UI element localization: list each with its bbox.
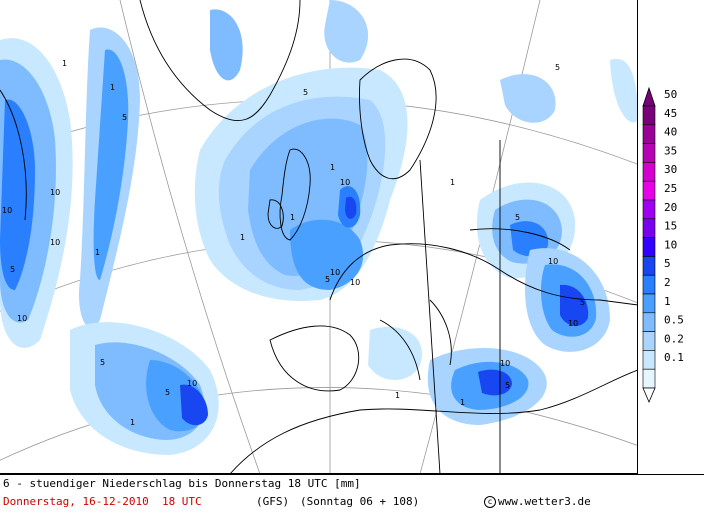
legend-label: 5 [664, 257, 671, 270]
precip-area-turkey-10 [560, 284, 589, 326]
contour-label: 10 [500, 359, 510, 368]
precip-area-med-10 [478, 369, 512, 396]
map-footer: 6 - stuendiger Niederschlag bis Donnerst… [0, 474, 704, 513]
precip-area-band-2 [93, 49, 129, 280]
legend-swatch [642, 180, 656, 201]
legend-label: 0.2 [664, 332, 684, 345]
legend-swatch [642, 256, 656, 276]
contour-label: 10 [17, 314, 27, 323]
contour-label: 1 [330, 163, 335, 172]
legend-swatch [642, 218, 656, 238]
precipitation-map: 1 1 1 1 1 1 1 1 1 1 5 5 5 5 5 5 5 5 5 5 … [0, 0, 638, 474]
legend-label: 35 [664, 144, 677, 157]
legend-label: 30 [664, 163, 677, 176]
contour-label: 5 [555, 63, 560, 72]
contour-label: 1 [95, 248, 100, 257]
precipitation-areas [0, 0, 637, 455]
legend-swatch [642, 331, 656, 351]
copyright-url: www.wetter3.de [498, 495, 591, 508]
contour-label: 5 [580, 298, 585, 307]
contour-label: 10 [330, 268, 340, 277]
legend-swatch [642, 368, 656, 389]
precip-area-north-russia [500, 74, 556, 123]
copyright-icon: c [484, 496, 496, 508]
contour-label: 10 [568, 319, 578, 328]
contour-label: 1 [460, 398, 465, 407]
legend-swatch [642, 312, 656, 332]
contour-label: 1 [130, 418, 135, 427]
legend-label: 45 [664, 107, 677, 120]
legend-swatch [642, 143, 656, 163]
precip-area-far-east [610, 58, 637, 123]
contour-label: 5 [505, 381, 510, 390]
contour-label: 1 [62, 59, 67, 68]
legend-swatch [642, 105, 656, 126]
copyright-notice: c www.wetter3.de [484, 495, 591, 508]
contour-label: 10 [340, 178, 350, 187]
legend-swatch [642, 350, 656, 370]
precip-area-iceland [324, 0, 369, 63]
contour-label: 1 [240, 233, 245, 242]
legend-swatch [642, 274, 656, 295]
contour-label: 5 [325, 275, 330, 284]
precip-area-sw-10 [180, 384, 208, 426]
legend-label: 1 [664, 295, 671, 308]
contour-label: 1 [395, 391, 400, 400]
contour-label: 10 [50, 188, 60, 197]
contour-label: 5 [515, 213, 520, 222]
contour-label: 10 [548, 257, 558, 266]
legend-panel: 50 45 40 35 30 25 20 15 10 5 2 1 0.5 0.2 0.1 [638, 0, 704, 474]
contour-label: 10 [2, 206, 12, 215]
legend-label: 0.5 [664, 314, 684, 327]
legend-swatch [642, 162, 656, 182]
contour-label: 5 [100, 358, 105, 367]
legend-label: 0.1 [664, 351, 684, 364]
contour-label: 1 [110, 83, 115, 92]
contour-label: 10 [50, 238, 60, 247]
map-caption: 6 - stuendiger Niederschlag bis Donnerst… [3, 477, 361, 490]
legend-swatch [642, 124, 656, 144]
model-run: (Sonntag 06 + 108) [300, 495, 420, 508]
contour-label: 1 [290, 213, 295, 222]
contour-label: 5 [10, 265, 15, 274]
legend-arrow-bottom [642, 387, 656, 404]
precip-area-northsea-10 [345, 196, 357, 219]
model-name: (GFS) [256, 495, 290, 508]
legend-swatch [642, 199, 656, 220]
legend-label: 15 [664, 220, 677, 233]
legend-label: 2 [664, 276, 671, 289]
legend-swatch [642, 293, 656, 314]
contour-label: 5 [122, 113, 127, 122]
precip-area-med-west [368, 326, 422, 380]
coastlines [0, 0, 637, 473]
legend-label: 20 [664, 201, 677, 214]
precip-area-greenland [210, 9, 243, 81]
contour-label: 10 [350, 278, 360, 287]
legend-scale: 50 45 40 35 30 25 20 15 10 5 2 1 0.5 0.2 0.1 [642, 86, 684, 404]
legend-label: 10 [664, 238, 677, 251]
contour-label: 5 [165, 388, 170, 397]
precip-area-east-5 [510, 221, 549, 257]
legend-label: 40 [664, 126, 677, 139]
legend-arrow-top [642, 86, 656, 107]
precip-area-atlantic-2 [290, 219, 364, 290]
contour-labels: 1 1 1 1 1 1 1 1 1 1 5 5 5 5 5 5 5 5 5 5 … [2, 59, 585, 427]
valid-date: Donnerstag, 16-12-2010 18 UTC [3, 495, 202, 508]
legend-label: 25 [664, 182, 677, 195]
legend-label: 50 [664, 88, 677, 101]
contour-label: 5 [303, 88, 308, 97]
contour-label: 1 [450, 178, 455, 187]
map-canvas: 1 1 1 1 1 1 1 1 1 1 5 5 5 5 5 5 5 5 5 5 … [0, 0, 637, 473]
contour-label: 10 [187, 379, 197, 388]
legend-swatch [642, 237, 656, 257]
precip-area-west-5 [0, 99, 35, 290]
